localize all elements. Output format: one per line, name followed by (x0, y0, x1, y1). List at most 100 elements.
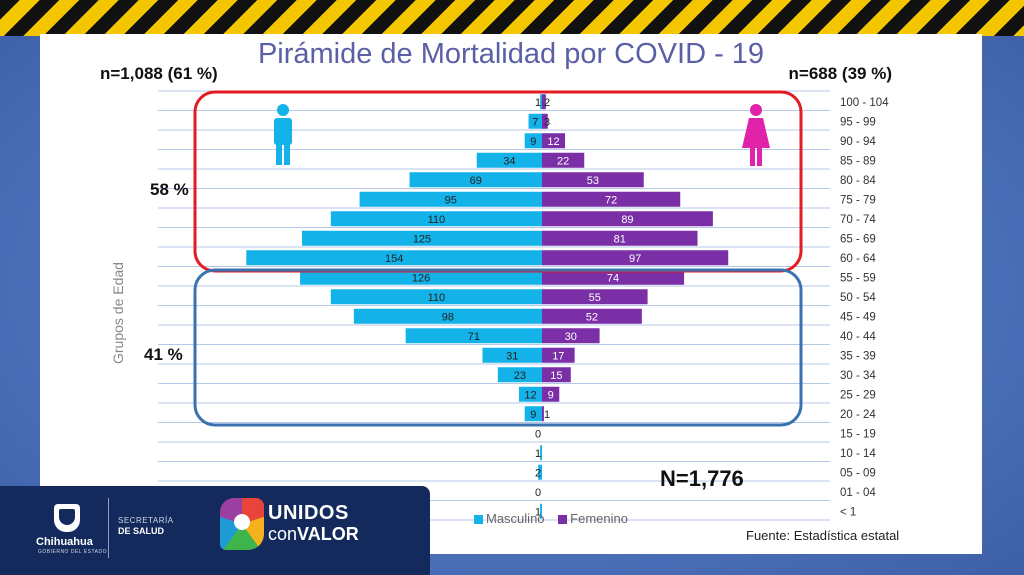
data-label-femenino: 52 (586, 311, 598, 323)
brand-line-1: UNIDOS (268, 502, 349, 524)
dept-line-2: DE SALUD (118, 526, 165, 536)
age-group-label: 40 - 44 (840, 331, 876, 343)
data-label-femenino: 89 (621, 214, 633, 226)
data-label-masculino: 1 (535, 448, 541, 460)
age-group-label: 30 - 34 (840, 370, 876, 382)
chart-title: Pirámide de Mortalidad por COVID - 19 (257, 38, 765, 70)
bar-femenino (542, 113, 548, 129)
legend-label-femenino: Femenino (570, 511, 628, 526)
legend: Masculino Femenino (474, 511, 638, 526)
state-shield-icon (54, 504, 80, 532)
data-label-femenino: 2 (544, 97, 550, 109)
bar-masculino (518, 386, 542, 402)
data-label-masculino: 31 (506, 350, 518, 362)
hazard-stripe-banner (0, 0, 1024, 36)
bar-femenino (542, 230, 698, 246)
data-label-masculino: 23 (514, 370, 526, 382)
data-label-masculino: 34 (503, 155, 515, 167)
brand-line-2: conVALOR (268, 524, 359, 545)
legend-item-femenino: Femenino (558, 511, 628, 526)
bar-femenino (542, 328, 600, 344)
data-label-femenino: 22 (557, 155, 569, 167)
grand-total: N=1,776 (660, 466, 744, 491)
legend-item-masculino: Masculino (474, 511, 545, 526)
bar-masculino (540, 503, 542, 519)
age-group-label: 60 - 64 (840, 253, 876, 265)
bar-femenino (542, 211, 713, 227)
data-label-masculino: 2 (535, 467, 541, 479)
data-label-femenino: 55 (589, 292, 601, 304)
bar-masculino (482, 347, 542, 363)
data-label-femenino: 53 (587, 175, 599, 187)
bar-femenino (542, 406, 544, 422)
age-group-label: 10 - 14 (840, 448, 876, 460)
data-label-femenino: 97 (629, 253, 641, 265)
y-axis-label: Grupos de Edad (110, 262, 126, 364)
data-label-femenino: 81 (614, 233, 626, 245)
brand-valor: VALOR (297, 524, 359, 544)
male-icon (274, 104, 292, 165)
footer-divider (108, 498, 109, 558)
bar-femenino (542, 347, 575, 363)
age-group-label: 20 - 24 (840, 409, 876, 421)
bar-femenino (542, 172, 644, 188)
bar-masculino (540, 445, 542, 461)
age-group-label: 70 - 74 (840, 214, 876, 226)
bar-masculino (405, 328, 542, 344)
upper-group-percent: 58 % (150, 180, 189, 199)
brand-con: con (268, 524, 298, 544)
data-label-masculino: 1 (535, 97, 541, 109)
lower-group-percent: 41 % (144, 345, 183, 364)
female-icon (742, 104, 770, 166)
data-label-masculino: 126 (412, 272, 430, 284)
age-group-label: 65 - 69 (840, 233, 876, 245)
data-label-masculino: 125 (413, 233, 431, 245)
bar-masculino (528, 113, 542, 129)
bar-femenino (542, 386, 560, 402)
bar-masculino (524, 406, 542, 422)
bar-masculino (302, 230, 542, 246)
bar-masculino (300, 269, 542, 285)
legend-swatch-masculino (474, 515, 483, 525)
bar-masculino (359, 191, 542, 207)
bar-masculino (497, 367, 542, 383)
data-label-masculino: 154 (385, 253, 403, 265)
age-group-label: 75 - 79 (840, 194, 876, 206)
data-label-masculino: 110 (428, 214, 446, 226)
male-total-label: n=1,088 (61 %) (100, 64, 218, 83)
bar-masculino (246, 250, 542, 266)
data-label-masculino: 0 (535, 428, 541, 440)
age-group-label: 05 - 09 (840, 467, 876, 479)
data-label-masculino: 1 (535, 506, 541, 518)
highlight-box-20-59 (193, 268, 803, 427)
age-group-label: 80 - 84 (840, 175, 876, 187)
data-label-masculino: 69 (470, 175, 482, 187)
age-group-label: 85 - 89 (840, 155, 876, 167)
data-label-masculino: 71 (468, 331, 480, 343)
bar-masculino (476, 152, 542, 168)
data-label-masculino: 98 (442, 311, 454, 323)
age-group-label: 95 - 99 (840, 116, 876, 128)
bar-femenino (542, 152, 585, 168)
bar-femenino (542, 133, 566, 149)
bar-femenino (542, 269, 685, 285)
age-group-label: 01 - 04 (840, 487, 876, 499)
slide: Pirámide de Mortalidad por COVID - 19 n=… (40, 34, 982, 554)
source-note: Fuente: Estadística estatal (746, 528, 900, 543)
age-group-label: 90 - 94 (840, 136, 876, 148)
data-label-femenino: 9 (548, 389, 554, 401)
age-group-label: 50 - 54 (840, 292, 876, 304)
dept-line-1: SECRETARÍA (118, 516, 174, 525)
data-label-masculino: 9 (530, 409, 536, 421)
footer-banner: Chihuahua GOBIERNO DEL ESTADO SECRETARÍA… (0, 486, 430, 575)
data-label-femenino: 30 (565, 331, 577, 343)
data-label-femenino: 3 (544, 116, 550, 128)
org-subtitle: GOBIERNO DEL ESTADO (38, 549, 107, 555)
data-label-masculino: 7 (532, 116, 538, 128)
data-label-femenino: 1 (544, 409, 550, 421)
data-label-masculino: 9 (530, 136, 536, 148)
bar-masculino (538, 464, 542, 480)
age-group-label: 25 - 29 (840, 389, 876, 401)
bar-masculino (524, 133, 542, 149)
